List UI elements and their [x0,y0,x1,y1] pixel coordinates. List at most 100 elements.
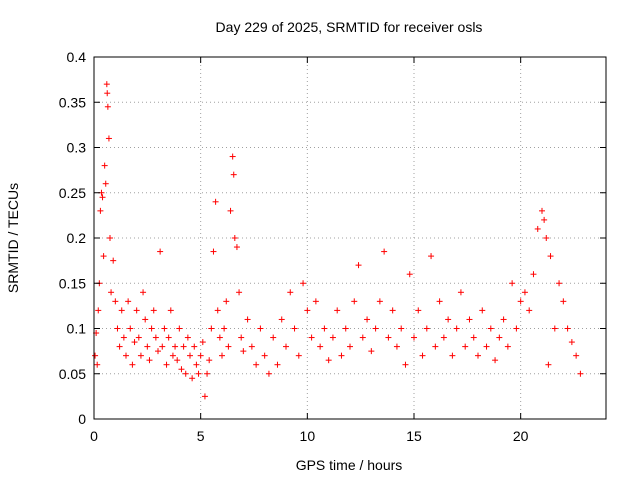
data-point [329,334,336,341]
data-point [372,325,379,332]
data-point [144,343,151,350]
data-point [415,307,422,314]
data-point [120,334,127,341]
data-point [355,262,362,269]
data-point [221,325,228,332]
data-point [103,81,110,88]
data-point [197,352,204,359]
data-point [94,361,101,368]
y-tick-label: 0.3 [67,140,87,156]
data-point [230,171,237,178]
data-point [530,271,537,278]
data-point [274,361,281,368]
data-point [347,343,353,350]
y-tick-label: 0.05 [59,366,86,382]
data-point [317,343,324,350]
data-point [163,361,170,368]
data-point [398,325,405,332]
data-point [105,135,112,142]
data-point [193,361,200,368]
data-point [545,361,552,368]
data-point [449,352,456,359]
data-point [445,316,452,323]
data-point [462,343,469,350]
data-point [184,334,191,341]
data-point [97,207,104,214]
data-point [428,253,435,260]
x-tick-label: 20 [513,428,529,444]
data-point [233,244,240,251]
data-point [142,316,149,323]
x-tick-label: 5 [197,428,205,444]
data-points [92,81,584,400]
data-point [577,370,584,377]
data-point [129,361,136,368]
x-tick-label: 15 [406,428,422,444]
data-point [135,334,142,341]
data-point [457,289,464,296]
data-point [114,325,121,332]
data-point [487,325,494,332]
data-point [534,225,541,232]
data-point [385,334,392,341]
data-point [223,298,230,305]
data-point [466,316,473,323]
data-point [167,307,174,314]
data-point [229,153,236,160]
x-tick-label: 0 [90,428,98,444]
data-point [104,90,111,97]
data-point [342,325,349,332]
data-point [539,207,545,214]
data-point [127,325,134,332]
data-point [364,316,371,323]
data-point [214,307,221,314]
data-point [238,334,245,341]
y-tick-label: 0.25 [59,185,86,201]
data-point [541,216,548,223]
data-point [204,370,211,377]
data-point [325,357,332,364]
data-point [411,334,417,341]
data-point [338,352,345,359]
data-point [118,307,125,314]
data-point [201,393,208,400]
data-point [104,103,111,110]
data-point [432,343,439,350]
data-point [92,352,99,359]
y-tick-label: 0.2 [67,230,87,246]
data-point [172,343,179,350]
data-point [556,280,563,287]
data-point [517,298,524,305]
data-point [560,298,567,305]
data-point [291,325,298,332]
data-point [564,325,571,332]
data-point [244,316,251,323]
data-point [102,180,109,187]
data-point [295,352,302,359]
data-point [304,307,311,314]
y-tick-label: 0.35 [59,94,86,110]
data-point [453,325,460,332]
data-point [440,334,447,341]
data-point [195,370,202,377]
data-point [419,352,426,359]
data-point [283,343,289,350]
data-point [161,325,168,332]
data-point [140,289,147,296]
data-point [155,348,161,355]
data-point [300,280,307,287]
data-point [423,325,430,332]
data-point [137,352,144,359]
data-point [376,298,383,305]
data-point [133,307,140,314]
data-point [351,298,358,305]
data-point [526,307,533,314]
y-tick-label: 0 [78,411,86,427]
y-axis-label: SRMTID / TECUs [5,183,21,293]
data-point [227,207,234,214]
data-point [253,361,260,368]
data-point [180,343,187,350]
data-point [265,370,272,377]
data-point [225,343,232,350]
data-point [100,253,107,260]
